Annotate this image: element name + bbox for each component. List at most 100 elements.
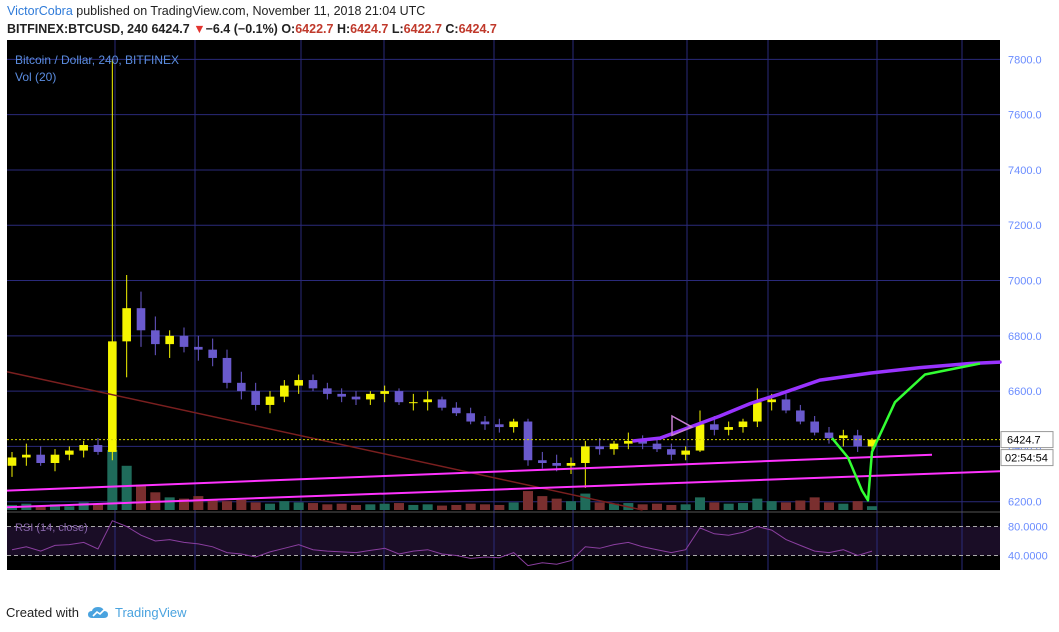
candle-body (308, 380, 318, 389)
candle-body (810, 421, 819, 433)
volume-bar (680, 504, 691, 510)
upper-support-line (6, 453, 933, 492)
candle-body (151, 330, 160, 345)
volume-bar (551, 498, 562, 510)
candle-body (753, 402, 762, 422)
candle-body (566, 463, 576, 466)
candle-body (366, 393, 375, 400)
y-tick-label: 7400.0 (1008, 165, 1042, 177)
green-projection (831, 362, 981, 502)
volume-bar (752, 498, 763, 510)
candle-body (50, 454, 60, 463)
candle-body (781, 399, 791, 411)
volume-bar (279, 501, 290, 510)
candle-body (36, 454, 45, 463)
tradingview-logo[interactable]: TradingView (87, 605, 187, 620)
rsi-band (7, 526, 1000, 556)
candle-body (165, 335, 174, 345)
candle-body (294, 380, 303, 386)
lower-support-line (6, 470, 1001, 509)
cloud-icon (87, 606, 108, 618)
candle-body (452, 407, 461, 414)
candle-body (7, 457, 17, 466)
candle-body (495, 424, 504, 428)
close-value: 6424.7 (458, 22, 497, 36)
volume-bar (852, 501, 863, 510)
y-tick-label: 7000.0 (1008, 276, 1042, 288)
candle-body (251, 391, 260, 405)
author-link[interactable]: VictorCobra (7, 4, 73, 18)
open-label: O: (281, 22, 296, 36)
plot-background (7, 40, 1000, 570)
candle-body (767, 399, 776, 403)
volume-bar (408, 504, 419, 510)
volume-bar (379, 503, 390, 510)
rsi-legend: RSI (14, close) (15, 522, 88, 534)
volume-bar (164, 497, 175, 510)
volume-bar (795, 500, 806, 510)
candle-body (853, 435, 862, 447)
volume-bar (737, 503, 749, 510)
volume-bar (823, 502, 835, 510)
y-tick-label: 7600.0 (1008, 110, 1042, 122)
rsi-line (11, 520, 873, 567)
volume-bar (322, 504, 333, 510)
volume-bar (121, 465, 132, 510)
last-price: 6424.7 (151, 22, 190, 36)
candle-body (380, 391, 389, 394)
y-tick-label: 6800.0 (1008, 331, 1042, 343)
volume-bar (135, 484, 147, 510)
volume-bar (350, 504, 362, 510)
volume-bar (723, 503, 734, 510)
volume-bar (651, 503, 663, 510)
volume-bar (508, 502, 519, 510)
volume-bar (49, 504, 61, 510)
candle-body (337, 393, 346, 397)
volume-bar (236, 499, 247, 510)
candle-body (509, 421, 518, 428)
countdown-tag: 02:54:54 (1005, 453, 1048, 465)
low-label: L: (391, 22, 404, 36)
candle-body (208, 349, 217, 358)
y-tick-label: 7200.0 (1008, 220, 1042, 232)
chart-legend-title: Bitcoin / Dollar, 240, BITFINEX (15, 53, 179, 67)
candle-body (695, 424, 705, 451)
countdown-tag-box (1000, 449, 1054, 467)
candle-body (480, 421, 490, 425)
candle-body (681, 450, 690, 455)
volume-bar (580, 493, 591, 510)
volume-bar (465, 503, 476, 510)
last-price-tag-box (1000, 431, 1054, 449)
candle-body (394, 391, 404, 403)
ohlc-line: BITFINEX:BTCUSD, 240 6424.7 ▼−6.4 (−0.1%… (7, 22, 497, 36)
candle-body (323, 388, 332, 394)
price-chart[interactable]: 7800.0 7600.0 7400.0 7200.0 7000.0 6800.0 6600… (0, 40, 1059, 570)
high-label: H: (336, 22, 351, 36)
created-with-text: Created with (6, 605, 79, 620)
candle-body (466, 413, 475, 422)
volume-bar (393, 503, 405, 510)
volume-bar (451, 504, 462, 510)
symbol-label: BITFINEX:BTCUSD, 240 (7, 22, 148, 36)
volume-bar (78, 502, 89, 510)
y-tick-label: 6600.0 (1008, 386, 1042, 398)
candle-body (710, 424, 719, 430)
candle-body (581, 446, 590, 463)
candle-body (22, 454, 31, 458)
candle-body (552, 463, 561, 466)
volume-bar (365, 504, 376, 510)
candle-body (194, 346, 203, 350)
volume-bar (766, 501, 777, 510)
volume-bar (307, 503, 319, 510)
volume-bar (193, 496, 204, 510)
volume-bar (422, 504, 433, 510)
candle-body (122, 308, 131, 342)
volume-bar (293, 502, 304, 510)
last-price-tag: 6424.7 (1007, 435, 1041, 447)
low-value: 6422.7 (403, 22, 442, 36)
volume-bar (866, 506, 878, 510)
candle-body (738, 421, 748, 428)
candle-body (667, 449, 676, 455)
close-label: C: (445, 22, 459, 36)
downtrend-line (6, 371, 643, 511)
